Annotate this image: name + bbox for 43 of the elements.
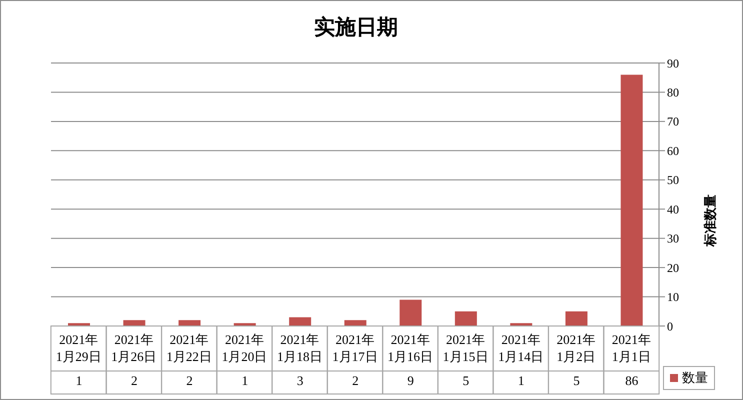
- bar: [454, 311, 477, 326]
- data-label: 1: [242, 373, 248, 388]
- x-tick-label: 2021年 1月22日: [166, 332, 212, 364]
- x-tick-label: 2021年 1月26日: [111, 332, 157, 364]
- y-tick-label: 10: [667, 290, 679, 304]
- data-label: 3: [296, 373, 304, 388]
- bar: [620, 74, 643, 326]
- x-tick-label: 2021年 1月2日: [556, 332, 596, 364]
- data-label: 1: [518, 373, 524, 388]
- bar: [289, 317, 312, 326]
- data-label: 5: [573, 373, 580, 388]
- x-tick-label: 2021年 1月14日: [498, 332, 544, 364]
- bar: [344, 320, 366, 326]
- y-tick-label: 80: [667, 85, 679, 100]
- bar: [400, 300, 422, 326]
- x-tick-label: 2021年 1月29日: [56, 332, 102, 364]
- data-label: 2: [352, 373, 359, 388]
- bar: [123, 320, 146, 326]
- bar: [178, 320, 201, 326]
- x-tick-label: 2021年 1月16日: [388, 332, 434, 364]
- y-tick-label: 40: [667, 202, 679, 216]
- data-label: 1: [76, 373, 82, 388]
- data-label: 2: [186, 373, 193, 388]
- chart-title: 实施日期: [313, 14, 399, 41]
- x-tick-label: 2021年 1月17日: [332, 332, 378, 364]
- data-label: 2: [131, 373, 138, 388]
- y-axis-title: 标准数量: [702, 194, 718, 248]
- data-label: 5: [462, 373, 470, 388]
- legend-label: 数量: [682, 369, 708, 387]
- y-tick-label: 0: [667, 319, 673, 334]
- y-tick-label: 90: [667, 56, 679, 70]
- y-tick-label: 50: [667, 173, 679, 188]
- x-tick-label: 2021年 1月15日: [442, 332, 488, 364]
- y-tick-label: 30: [667, 232, 679, 246]
- data-label: 86: [625, 373, 639, 388]
- y-tick-label: 20: [667, 260, 679, 275]
- y-tick-label: 60: [667, 144, 679, 158]
- bar: [565, 311, 588, 326]
- x-tick-label: 2021年 1月20日: [222, 332, 268, 364]
- y-tick-label: 70: [667, 114, 679, 129]
- x-tick-label: 2021年 1月1日: [612, 332, 651, 364]
- x-tick-label: 2021年 1月18日: [276, 332, 322, 364]
- data-label: 9: [407, 373, 414, 388]
